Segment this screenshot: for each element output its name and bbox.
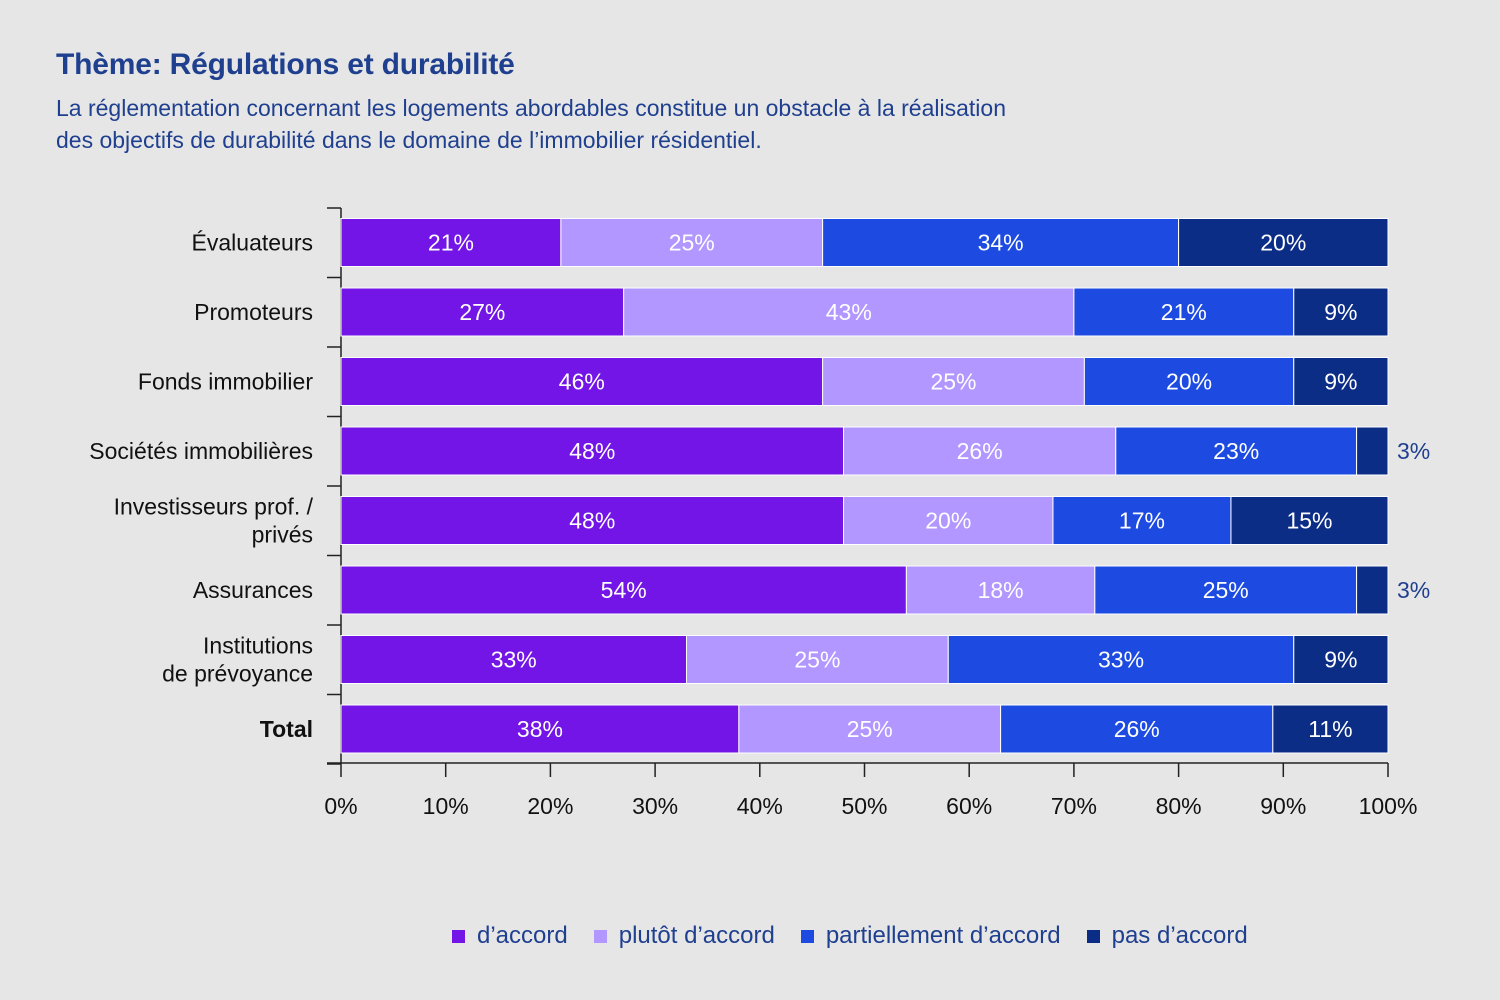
- data-label: 21%: [1161, 299, 1207, 325]
- category-label: de prévoyance: [162, 661, 313, 687]
- legend-swatch: [1086, 929, 1100, 943]
- data-label: 27%: [459, 299, 505, 325]
- x-tick-label: 30%: [632, 793, 678, 819]
- category-label: Promoteurs: [194, 299, 313, 325]
- legend-swatch: [452, 929, 465, 943]
- chart-title: Thème: Régulations et durabilité: [56, 48, 515, 81]
- chart-legend: d’accord plutôt d’accord partiellement d’a…: [452, 921, 1274, 951]
- bar-segment: [1356, 426, 1389, 476]
- x-tick-label: 100%: [1359, 793, 1418, 819]
- category-label: Sociétés immobilières: [89, 438, 313, 464]
- data-label: 17%: [1119, 508, 1165, 534]
- legend-label: d’accord: [477, 922, 568, 949]
- chart-subtitle: La réglementation concernant les logemen…: [56, 92, 1156, 156]
- category-label: Institutions: [203, 633, 313, 659]
- category-label: Fonds immobilier: [138, 369, 313, 395]
- data-label: 46%: [559, 369, 605, 395]
- subtitle-line-1: La réglementation concernant les logemen…: [56, 95, 1006, 121]
- bar-segment: [905, 565, 1096, 615]
- legend-item: d’accord: [452, 922, 568, 950]
- subtitle-line-2: des objectifs de durabilité dans le doma…: [56, 127, 762, 153]
- category-label: Investisseurs prof. /: [114, 494, 314, 520]
- bar-segment: [822, 357, 1085, 406]
- data-label: 25%: [1203, 577, 1249, 603]
- data-label: 20%: [1166, 369, 1212, 395]
- legend-item: pas d’accord: [1086, 922, 1248, 950]
- bar-segment: [843, 426, 1117, 476]
- bar-segment: [1356, 565, 1389, 615]
- data-label: 3%: [1397, 577, 1430, 603]
- x-tick-label: 20%: [527, 793, 573, 819]
- data-label: 33%: [491, 647, 537, 673]
- bar-segment: [1293, 287, 1389, 337]
- data-label: 15%: [1286, 508, 1332, 534]
- bar-segment: [1272, 704, 1389, 754]
- bar-segment: [1000, 704, 1274, 754]
- data-label: 25%: [847, 716, 893, 742]
- x-tick-label: 60%: [946, 793, 992, 819]
- data-label: 38%: [517, 716, 563, 742]
- legend-label: partiellement d’accord: [825, 922, 1061, 949]
- category-label: Évaluateurs: [192, 230, 313, 256]
- data-label: 48%: [569, 438, 615, 464]
- category-label: privés: [252, 522, 313, 548]
- x-tick-label: 10%: [423, 793, 469, 819]
- bar-segment: [686, 635, 949, 684]
- data-label: 48%: [569, 508, 615, 534]
- bar-segment: [340, 496, 845, 545]
- data-label: 54%: [601, 577, 647, 603]
- legend-label: plutôt d’accord: [618, 922, 775, 949]
- bar-segment: [843, 496, 1054, 545]
- data-label: 23%: [1213, 438, 1259, 464]
- data-label: 34%: [978, 230, 1024, 256]
- bar-segment: [1230, 496, 1389, 545]
- bar-segment: [340, 565, 907, 615]
- data-label: 9%: [1324, 299, 1357, 325]
- data-label: 9%: [1324, 647, 1357, 673]
- data-label: 20%: [925, 508, 971, 534]
- bar-segment: [1293, 635, 1389, 684]
- bar-segment: [1052, 496, 1232, 545]
- bar-segment: [1293, 357, 1389, 406]
- bar-segment: [738, 704, 1002, 754]
- bar-segment: [1115, 426, 1358, 476]
- bar-segment: [1094, 565, 1358, 615]
- data-label: 25%: [669, 230, 715, 256]
- x-tick-label: 70%: [1051, 793, 1097, 819]
- legend-swatch: [800, 929, 814, 943]
- bar-segment: [340, 426, 845, 476]
- bar-segment: [340, 287, 625, 337]
- data-label: 26%: [957, 438, 1003, 464]
- category-label: Assurances: [193, 577, 313, 603]
- data-label: 20%: [1260, 230, 1306, 256]
- bar-segment: [1178, 218, 1389, 267]
- bar-segment: [1083, 357, 1295, 406]
- x-tick-label: 80%: [1156, 793, 1202, 819]
- bar-segment: [340, 357, 824, 406]
- category-label: Total: [260, 716, 313, 742]
- data-label: 43%: [826, 299, 872, 325]
- data-label: 18%: [978, 577, 1024, 603]
- x-tick-label: 40%: [737, 793, 783, 819]
- legend-item: partiellement d’accord: [800, 922, 1061, 950]
- data-label: 25%: [930, 369, 976, 395]
- bar-segment: [340, 635, 688, 684]
- legend-item: plutôt d’accord: [593, 922, 775, 950]
- data-label: 3%: [1397, 438, 1430, 464]
- legend-swatch: [593, 929, 607, 943]
- x-tick-label: 0%: [324, 793, 357, 819]
- bar-segment: [340, 218, 562, 267]
- data-label: 25%: [794, 647, 840, 673]
- data-label: 21%: [428, 230, 474, 256]
- data-label: 26%: [1114, 716, 1160, 742]
- data-label: 11%: [1308, 716, 1352, 742]
- bar-segment: [1073, 287, 1295, 337]
- bar-segment: [822, 218, 1180, 267]
- x-tick-label: 90%: [1260, 793, 1306, 819]
- data-label: 9%: [1324, 369, 1357, 395]
- legend-label: pas d’accord: [1111, 922, 1248, 949]
- x-tick-label: 50%: [841, 793, 887, 819]
- data-label: 33%: [1098, 647, 1144, 673]
